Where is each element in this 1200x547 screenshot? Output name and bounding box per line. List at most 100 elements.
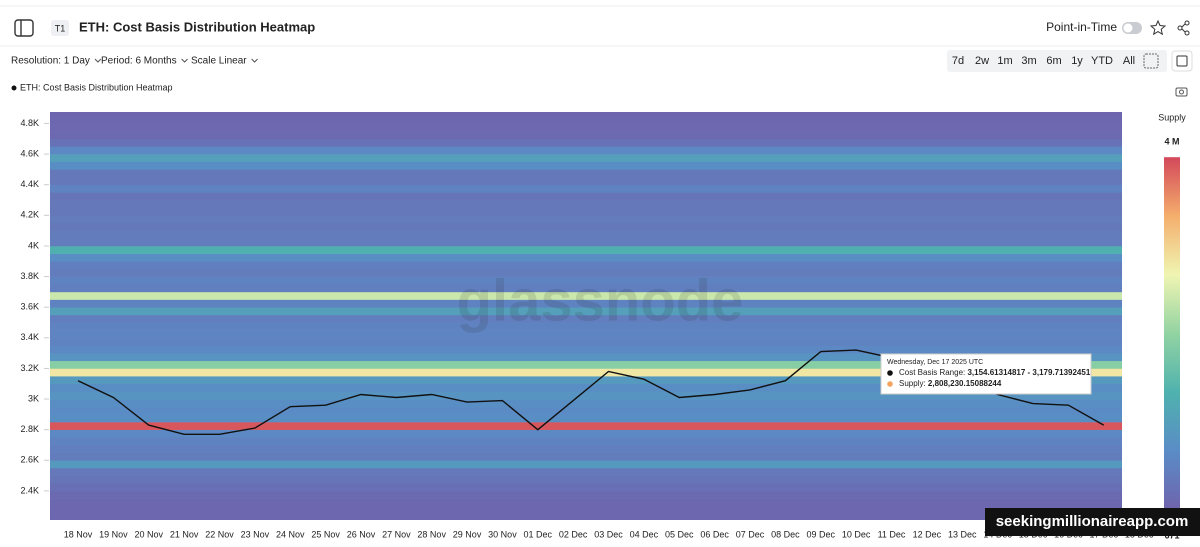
share-button[interactable]: [1177, 20, 1190, 36]
colorbar-tick-label: 4 M: [1164, 136, 1179, 146]
tooltip-box: [880, 353, 1092, 395]
tooltip-supply-value: 2,808,230.15088244: [928, 379, 1002, 388]
y-tick-label: 3.6K: [20, 302, 39, 312]
heat-cell: [50, 184, 1122, 193]
toolbar-control[interactable]: Scale Linear: [191, 56, 247, 67]
range-button[interactable]: YTD: [1091, 55, 1113, 67]
heat-cell: [50, 268, 1122, 277]
toolbar-control[interactable]: Period: 6 Months: [101, 56, 177, 67]
heat-cell: [50, 146, 1122, 155]
zoom-button[interactable]: [1143, 53, 1159, 69]
heat-cell: [50, 467, 1122, 476]
heat-cell: [50, 112, 1122, 117]
x-tick-label: 20 Nov: [134, 529, 163, 539]
range-button[interactable]: 1m: [997, 55, 1012, 67]
chevron: [94, 58, 102, 63]
toolbar-control[interactable]: Resolution: 1 Day: [11, 56, 90, 67]
x-tick-label: 19 Nov: [99, 529, 128, 539]
x-tick-label: 21 Nov: [170, 529, 199, 539]
heat-cell: [50, 222, 1122, 231]
range-button[interactable]: 7d: [952, 55, 964, 67]
tooltip-supply: Supply: 2,808,230.15088244: [899, 379, 1002, 388]
heat-cell: [50, 154, 1122, 163]
page-title: ETH: Cost Basis Distribution Heatmap: [79, 19, 315, 34]
toggle-knob: [1123, 23, 1133, 33]
x-tick-label: 02 Dec: [559, 529, 588, 539]
x-tick-label: 06 Dec: [700, 529, 729, 539]
heat-cell: [50, 475, 1122, 484]
heat-cell: [50, 337, 1122, 346]
y-tick-label: 4.8K: [20, 118, 39, 128]
star-button[interactable]: [1149, 19, 1167, 36]
heat-cell: [50, 490, 1122, 499]
watermark: glassnode: [457, 268, 744, 333]
x-tick-label: 12 Dec: [913, 529, 942, 539]
badge: seekingmillionaireapp.com: [996, 513, 1189, 530]
heat-cell: [50, 330, 1122, 339]
heat-cell: [50, 192, 1122, 201]
x-tick-label: 04 Dec: [630, 529, 659, 539]
x-tick-label: 05 Dec: [665, 529, 694, 539]
heat-cell: [50, 414, 1122, 423]
heat-cell: [50, 291, 1122, 300]
heat-cell: [50, 376, 1122, 385]
heat-cell: [50, 215, 1122, 224]
x-tick-label: 28 Nov: [417, 529, 446, 539]
colorbar-title: Supply: [1158, 112, 1186, 122]
y-tick-label: 3.4K: [20, 332, 39, 342]
share-dot: [1177, 25, 1183, 31]
tag: T1: [55, 23, 66, 33]
tag-box: [51, 20, 69, 36]
tooltip-range-value: 3,154.61314817 - 3,179.71392451: [967, 368, 1090, 377]
y-tick-label: 2.6K: [20, 455, 39, 465]
heat-cell: [50, 207, 1122, 216]
x-tick-label: 01 Dec: [524, 529, 553, 539]
heat-cell: [50, 498, 1122, 507]
range-button[interactable]: 1y: [1071, 55, 1083, 67]
heat-cell: [50, 299, 1122, 308]
tooltip-date: Wednesday, Dec 17 2025 UTC: [887, 359, 983, 366]
badge-box: [985, 508, 1200, 536]
heat-cell: [50, 169, 1122, 178]
tooltip-dot: [887, 370, 893, 376]
x-tick-label: 03 Dec: [594, 529, 623, 539]
heat-cell: [50, 460, 1122, 469]
heat-cell: [50, 284, 1122, 293]
range-button[interactable]: 2w: [975, 55, 989, 67]
range-button[interactable]: 3m: [1021, 55, 1036, 67]
range-button[interactable]: 6m: [1046, 55, 1061, 67]
heat-cell: [50, 513, 1122, 520]
legend-label[interactable]: ETH: Cost Basis Distribution Heatmap: [20, 82, 173, 92]
x-tick-label: 25 Nov: [311, 529, 340, 539]
y-tick-label: 3.2K: [20, 363, 39, 373]
range-button[interactable]: All: [1123, 55, 1135, 67]
chevron: [251, 58, 258, 63]
x-tick-label: 26 Nov: [347, 529, 376, 539]
heat-cell: [50, 452, 1122, 461]
heat-cell: [50, 307, 1122, 316]
heat-cell: [50, 230, 1122, 239]
y-tick-label: 4.2K: [20, 210, 39, 220]
x-tick-label: 11 Dec: [878, 529, 906, 539]
heat-cell: [50, 261, 1122, 270]
x-tick-label: 08 Dec: [771, 529, 800, 539]
heat-cell: [50, 406, 1122, 415]
x-tick-label: 10 Dec: [842, 529, 871, 539]
y-tick-label: 2.4K: [20, 485, 39, 495]
sidebar-toggle[interactable]: [14, 19, 34, 37]
x-tick-label: 18 Nov: [64, 529, 93, 539]
x-tick-label: 24 Nov: [276, 529, 305, 539]
x-tick-label: 22 Nov: [205, 529, 234, 539]
heat-cell: [50, 200, 1122, 208]
x-tick-label: 09 Dec: [807, 529, 836, 539]
tooltip-dot: [887, 381, 893, 387]
x-tick-label: 29 Nov: [453, 529, 482, 539]
calendar-button[interactable]: [1171, 50, 1193, 72]
heat-cell: [50, 161, 1122, 170]
camera-icon[interactable]: [1175, 87, 1188, 97]
heat-cell: [50, 276, 1122, 285]
heat-cell: [50, 383, 1122, 392]
heat-cell: [50, 360, 1122, 369]
y-tick-label: 4.4K: [20, 179, 39, 189]
